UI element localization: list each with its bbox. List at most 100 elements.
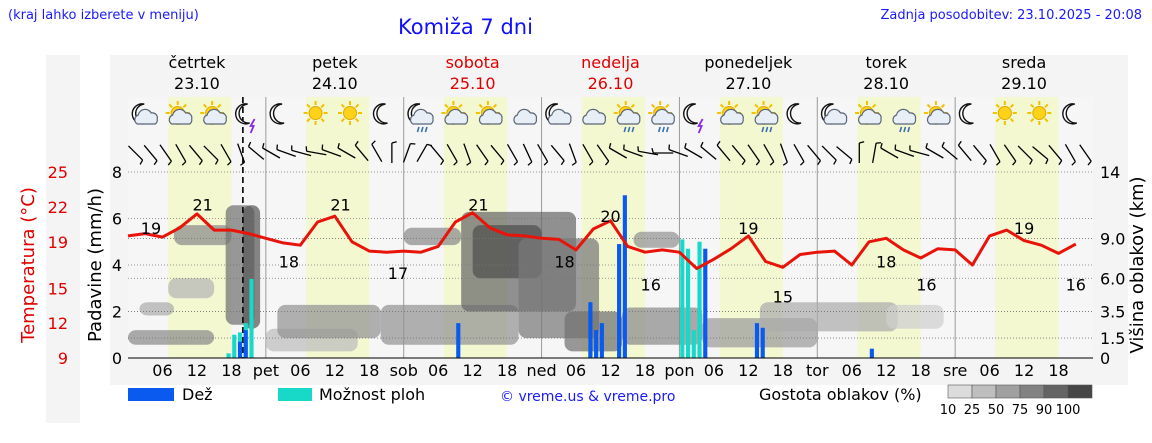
temperature-label: 18 (554, 252, 574, 271)
temperature-label: 19 (738, 219, 758, 238)
sun-cloud-icon (165, 101, 193, 125)
temperature-label: 15 (773, 287, 793, 306)
legend-density-swatch (1019, 384, 1045, 399)
temperature-label: 21 (330, 196, 350, 215)
wind-barb-icon (291, 145, 312, 157)
temperature-label: 16 (1066, 276, 1086, 295)
moon-cloud-icon (131, 103, 158, 125)
wind-barb-icon (807, 144, 822, 166)
rain-bar (599, 323, 604, 358)
day-name-label: ponedeljek (704, 53, 793, 72)
shower-bar (249, 278, 254, 358)
last-updated: Zadnja posodobitev: 23.10.2025 - 20:08 (880, 8, 1142, 23)
x-tick-label: 18 (773, 361, 793, 380)
shower-bar (232, 334, 237, 358)
x-tick-label: 06 (566, 361, 586, 380)
wind-barb-icon (637, 146, 659, 156)
wind-barb-icon (237, 143, 246, 166)
cloud-cover-blob (139, 302, 174, 316)
x-tick-label: 18 (497, 361, 517, 380)
wind-barb-icon (261, 143, 281, 159)
precip-tick-label: 8 (112, 163, 122, 182)
sun-cloud-icon (923, 101, 951, 125)
x-tick-label: 12 (600, 361, 620, 380)
sun-cloud-icon (475, 101, 503, 125)
wind-barb-icon (836, 146, 853, 165)
legend-density-tick: 90 (1036, 403, 1053, 418)
moon-storm-icon (683, 103, 704, 134)
legend-density-tick: 10 (940, 403, 957, 418)
cloud-icon (513, 108, 538, 125)
day-name-label: četrtek (168, 53, 226, 72)
moon-icon (269, 103, 285, 125)
wind-barb-icon (446, 144, 458, 166)
rain-bar (754, 323, 760, 358)
wind-barb-icon (143, 144, 158, 166)
wind-barb-icon (476, 144, 489, 166)
day-date-label: 26.10 (588, 74, 634, 93)
wind-barb-icon (821, 145, 837, 165)
wind-barb-icon (321, 144, 342, 158)
wind-barb-icon (793, 144, 805, 166)
gridlines (128, 97, 1093, 358)
wind-barb-icon (1048, 144, 1063, 166)
x-tick-label: 18 (910, 361, 930, 380)
moon-cloud-rain-icon (407, 103, 434, 133)
day-name-label: sobota (446, 53, 500, 72)
wind-barb-icon (203, 145, 219, 165)
wind-barb-icon (957, 140, 972, 162)
wind-barb-icon (894, 144, 915, 158)
wind-barb-icon (684, 143, 703, 159)
shower-bar (680, 239, 685, 358)
cloud-cover-blob (168, 278, 215, 299)
temperature-label: 19 (141, 219, 161, 238)
wind-barb-icon (220, 144, 232, 166)
day-date-label: 27.10 (725, 74, 771, 93)
wind-barb-icon (128, 145, 144, 165)
wind-barb-icon (941, 141, 958, 160)
axes: 06 12 18 pet 06 12 18 sob 06 12 18 ned 06 12 18 pon 06 12… (18, 163, 1148, 380)
cloud-cover-blob (277, 304, 381, 339)
cloud-height-tick-label: 9.0 (1100, 229, 1125, 248)
moon-icon (786, 103, 802, 125)
sun-cloud-rain-icon (613, 101, 641, 133)
wind-barb-icon (747, 144, 761, 166)
cloud-cover-blob (380, 304, 519, 345)
rain-bar (622, 195, 627, 358)
day-date-label: 24.10 (312, 74, 358, 93)
sun-icon (303, 101, 328, 125)
x-tick-label: 06 (842, 361, 862, 380)
rain-bar (588, 302, 593, 358)
legend-density-swatch (971, 384, 997, 399)
precip-tick-label: 2 (112, 303, 122, 322)
cloud-cover-layer (128, 205, 944, 352)
location-hint[interactable]: (kraj lahko izberete v meniju) (8, 8, 199, 23)
x-tick-label: 18 (635, 361, 655, 380)
rain-bar (760, 327, 765, 358)
temperature-label: 17 (388, 264, 408, 283)
wind-barb-icon (608, 143, 628, 159)
wind-barb-icon (871, 142, 882, 163)
sun-icon (992, 101, 1017, 125)
cloud-cover-blob (633, 231, 680, 248)
sun-cloud-rain-icon (648, 101, 675, 133)
x-tick-label: 06 (152, 361, 172, 380)
cloud-height-tick-label: 0 (1100, 349, 1110, 368)
precip-tick-label: 6 (112, 210, 122, 229)
cloud-cover-blob (403, 227, 462, 246)
wind-barb-icon (1017, 145, 1033, 165)
x-tick-label: 12 (187, 361, 207, 380)
wind-barb-icon (430, 144, 445, 166)
shower-bar (685, 248, 691, 358)
legend-rain-label: Dež (182, 385, 213, 404)
cloud-height-tick-label: 3.5 (1100, 303, 1125, 322)
wind-barb-icon (1079, 144, 1092, 166)
cloud-rain-icon (892, 108, 917, 133)
wind-barb-icon (700, 141, 717, 160)
legend-density-tick: 25 (964, 403, 981, 418)
page-title: Komiža 7 dni (398, 15, 533, 39)
temp-tick-label: 25 (48, 163, 68, 182)
sun-cloud-rain-icon (751, 101, 779, 133)
wind-barb-icon (391, 141, 397, 163)
